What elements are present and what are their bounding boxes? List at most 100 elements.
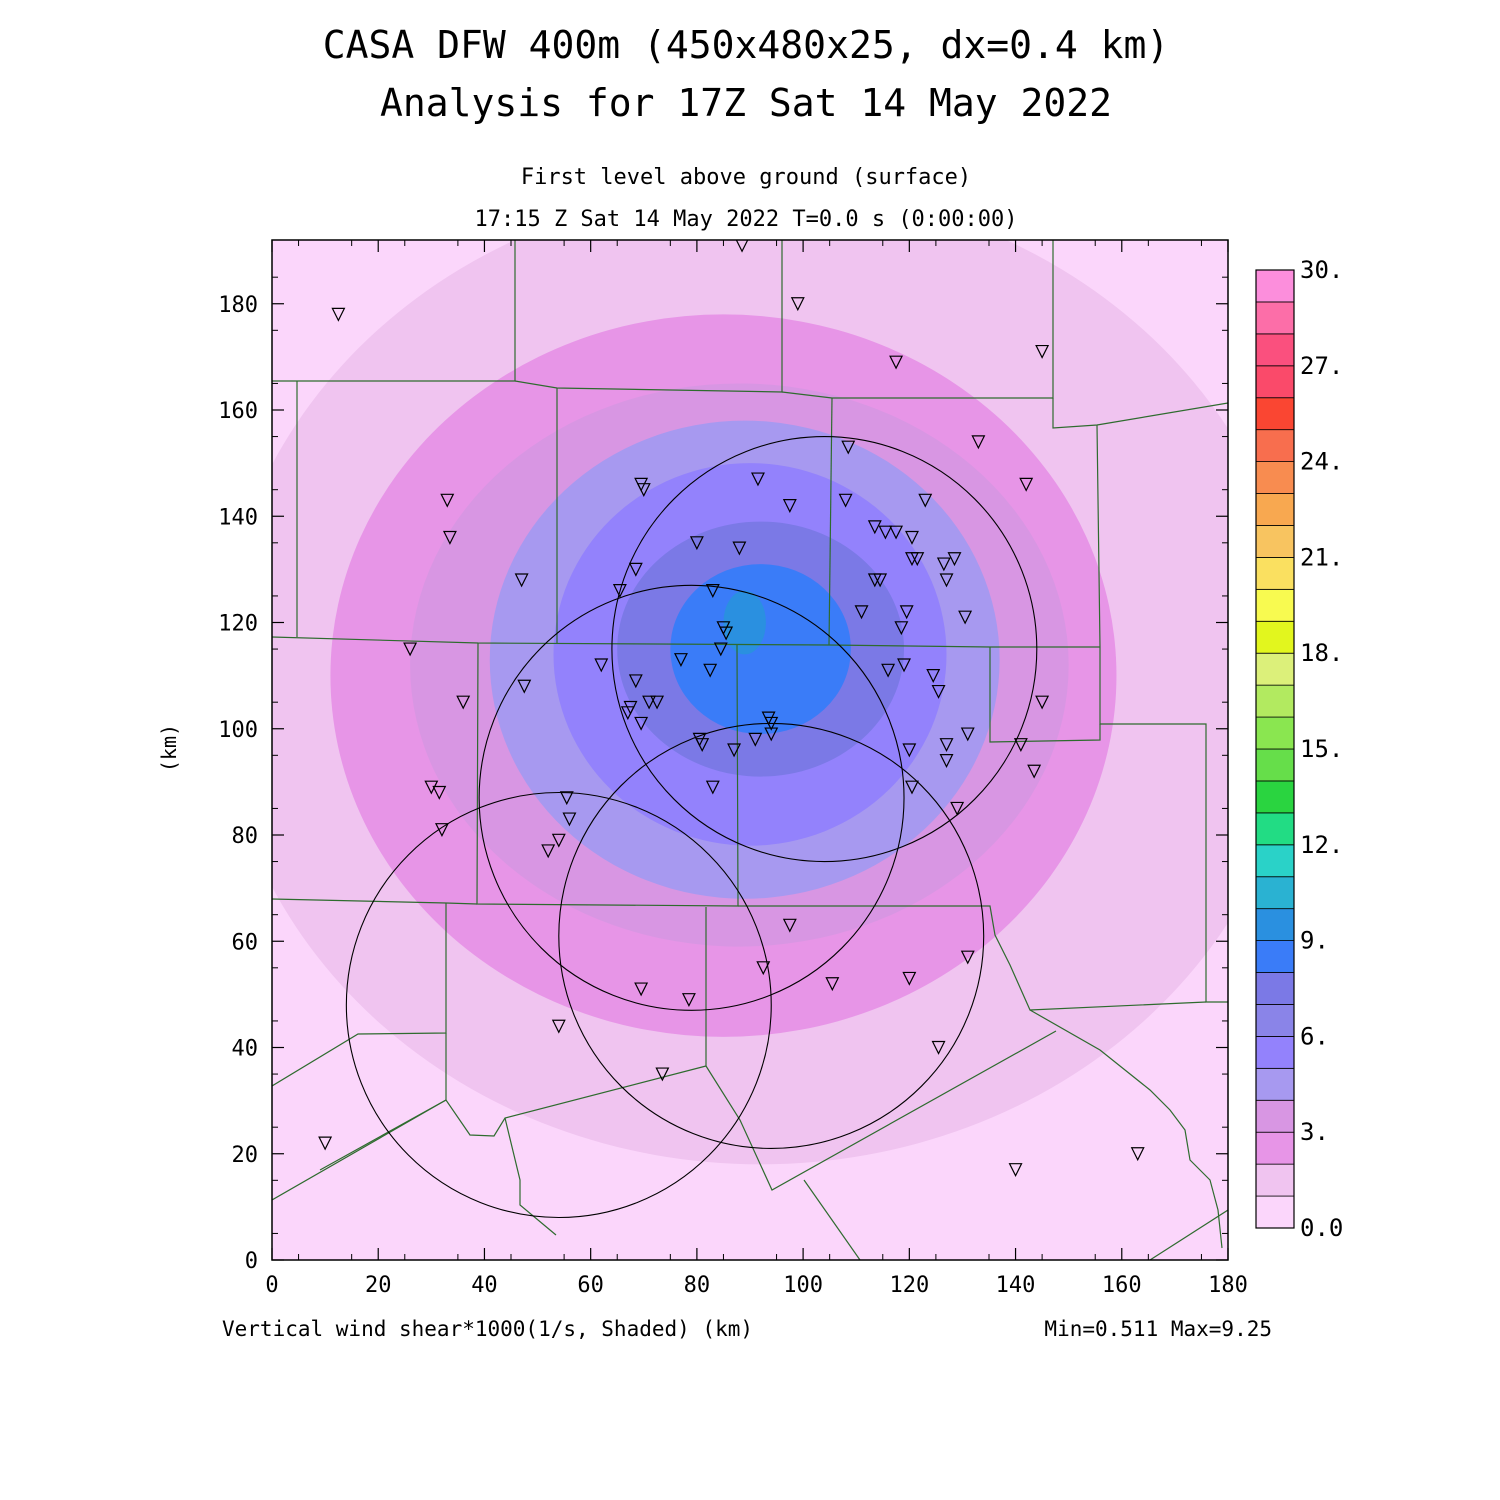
colorbar-swatch xyxy=(1255,684,1295,718)
station-marker xyxy=(825,977,840,992)
x-tick-label: 100 xyxy=(783,1273,823,1298)
colorbar-swatch xyxy=(1255,780,1295,814)
colorbar: 0.0 3. 6. 9. 12. 15. 18. 21. 24. 27. 30. xyxy=(1255,256,1343,1242)
station-marker xyxy=(559,791,574,806)
colorbar-swatch xyxy=(1255,493,1295,526)
station-marker xyxy=(918,493,933,508)
min-max-readout: Min=0.511 Max=9.25 xyxy=(1044,1317,1272,1341)
station-marker xyxy=(705,584,720,598)
x-tick-label: 0 xyxy=(265,1273,278,1298)
station-marker xyxy=(764,716,779,731)
station-marker xyxy=(705,780,720,795)
colorbar-swatch xyxy=(1255,876,1295,910)
station-marker xyxy=(727,743,742,758)
station-marker xyxy=(939,738,954,753)
station-marker xyxy=(899,605,914,620)
colorbar-swatch xyxy=(1255,301,1295,335)
y-tick-label: 80 xyxy=(232,824,259,849)
colorbar-swatch xyxy=(1255,620,1295,654)
x-tick-label: 40 xyxy=(471,1273,498,1298)
radar-ring-1 xyxy=(478,584,905,1011)
station-marker xyxy=(936,557,951,572)
station-marker xyxy=(867,520,882,535)
station-marker xyxy=(748,732,763,747)
colorbar-label: 24. xyxy=(1300,448,1343,476)
station-marker xyxy=(960,950,975,965)
colorbar-swatch xyxy=(1255,1131,1295,1165)
colorbar-label: 27. xyxy=(1300,352,1343,380)
colorbar-swatch xyxy=(1255,429,1295,462)
station-marker xyxy=(939,754,954,768)
colorbar-swatch xyxy=(1255,397,1295,431)
station-marker xyxy=(905,530,919,545)
station-marker xyxy=(878,525,893,540)
station-marker xyxy=(634,982,649,997)
shading-band-7 xyxy=(723,590,766,655)
station-marker xyxy=(634,716,649,731)
station-marker xyxy=(854,605,869,620)
x-tick-label: 20 xyxy=(365,1273,392,1298)
station-marker xyxy=(971,435,986,450)
station-marker xyxy=(689,536,704,551)
station-marker xyxy=(790,297,805,312)
x-tick-label: 80 xyxy=(684,1273,711,1298)
y-tick-label: 160 xyxy=(218,399,258,424)
station-marker xyxy=(764,727,779,742)
station-marker xyxy=(782,499,797,513)
station-marker xyxy=(673,653,688,668)
radar-ring-3 xyxy=(345,791,772,1219)
chart-valid-time: 17:15 Z Sat 14 May 2022 T=0.0 s (0:00:00… xyxy=(474,207,1017,232)
colorbar-swatch xyxy=(1255,844,1295,878)
station-marker xyxy=(620,706,635,721)
station-marker xyxy=(424,780,439,795)
colorbar-swatch xyxy=(1255,716,1295,750)
station-marker xyxy=(636,483,651,498)
x-tick-label: 120 xyxy=(889,1273,929,1298)
shading-layer xyxy=(272,240,1228,1165)
station-marker xyxy=(947,552,962,567)
y-tick-label: 40 xyxy=(232,1037,259,1062)
station-marker xyxy=(655,1067,670,1082)
y-tick-label: 120 xyxy=(218,612,258,637)
station-marker xyxy=(517,679,532,694)
station-marker xyxy=(939,573,954,588)
station-marker xyxy=(1130,1147,1145,1162)
colorbar-swatch xyxy=(1255,1067,1295,1101)
station-marker xyxy=(514,573,529,588)
colorbar-swatch xyxy=(1255,1036,1295,1069)
station-marker xyxy=(931,1040,946,1055)
x-tick-label: 60 xyxy=(577,1273,604,1298)
station-marker xyxy=(650,695,665,710)
station-marker xyxy=(905,780,919,795)
station-marker xyxy=(838,493,853,508)
station-marker xyxy=(902,743,917,758)
x-tick-label: 160 xyxy=(1102,1273,1142,1298)
station-marker xyxy=(1035,695,1050,710)
colorbar-swatch xyxy=(1255,269,1295,303)
station-marker xyxy=(551,1019,566,1034)
colorbar-swatch xyxy=(1255,588,1295,622)
station-marker xyxy=(695,738,710,753)
station-marker xyxy=(541,844,556,859)
station-markers xyxy=(318,240,1145,1178)
colorbar-label: 6. xyxy=(1300,1022,1329,1050)
station-marker xyxy=(841,440,856,455)
station-marker xyxy=(873,573,888,588)
plot-area xyxy=(272,240,1228,1260)
chart-title: CASA DFW 400m (450x480x25, dx=0.4 km) xyxy=(323,23,1169,67)
colorbar-swatch xyxy=(1255,525,1295,558)
station-marker xyxy=(735,240,749,253)
station-marker xyxy=(897,658,911,673)
y-tick-label: 100 xyxy=(218,718,258,743)
station-marker xyxy=(403,642,418,657)
station-marker xyxy=(931,684,946,699)
colorbar-swatch xyxy=(1255,972,1295,1005)
station-marker xyxy=(331,307,346,322)
station-marker xyxy=(456,695,471,710)
station-marker xyxy=(442,530,457,545)
radar-rings xyxy=(345,436,1038,1219)
shading-band-6 xyxy=(670,564,851,735)
county-boundaries xyxy=(272,240,1228,1260)
station-marker xyxy=(1013,738,1028,753)
